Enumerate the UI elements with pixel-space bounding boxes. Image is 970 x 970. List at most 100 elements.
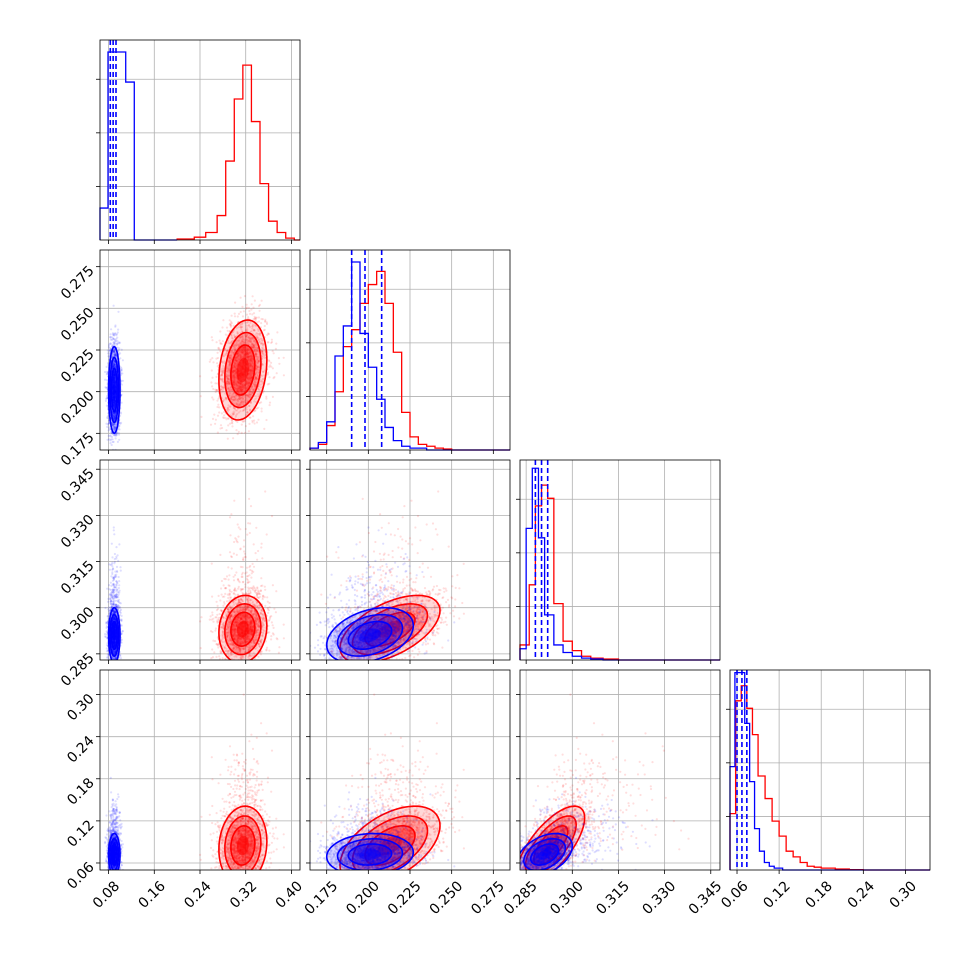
scatter-point xyxy=(233,369,236,372)
scatter-point xyxy=(245,381,248,384)
scatter-point xyxy=(250,357,253,360)
scatter-point xyxy=(228,422,232,425)
scatter-point xyxy=(252,388,255,391)
scatter-point xyxy=(245,397,248,400)
scatter-point xyxy=(262,352,265,355)
scatter-point xyxy=(232,375,235,378)
scatter-point xyxy=(228,319,231,322)
scatter-point xyxy=(255,377,258,380)
scatter-point xyxy=(240,349,243,352)
scatter-point xyxy=(256,334,259,337)
scatter-point xyxy=(236,387,239,390)
scatter-point xyxy=(118,347,121,350)
scatter-point xyxy=(227,342,230,345)
scatter-point xyxy=(115,343,118,346)
scatter-point xyxy=(104,370,107,374)
scatter-point xyxy=(237,389,241,393)
scatter-point xyxy=(249,358,253,362)
scatter-point xyxy=(220,373,223,377)
scatter-point xyxy=(246,341,249,344)
scatter-point xyxy=(242,310,245,313)
scatter-point xyxy=(224,396,228,399)
scatter-point xyxy=(236,362,239,365)
scatter-point xyxy=(256,332,259,335)
scatter-point xyxy=(257,418,260,421)
scatter-point xyxy=(238,397,241,400)
scatter-point xyxy=(250,355,253,358)
scatter-point xyxy=(227,377,230,381)
scatter-point xyxy=(243,352,246,356)
scatter-point xyxy=(265,397,268,400)
scatter-point xyxy=(257,316,260,319)
scatter-point xyxy=(251,336,254,339)
scatter-point xyxy=(252,344,256,347)
scatter-point xyxy=(261,557,264,560)
scatter-point xyxy=(241,352,244,355)
scatter-point xyxy=(246,355,249,358)
scatter-point xyxy=(246,579,249,582)
scatter-point xyxy=(270,621,273,624)
scatter-point xyxy=(116,440,119,443)
scatter-point xyxy=(252,346,255,349)
scatter-point xyxy=(239,410,242,413)
scatter-point xyxy=(244,346,247,349)
scatter-point xyxy=(236,388,239,391)
scatter-point xyxy=(241,346,244,349)
scatter-point xyxy=(252,343,255,346)
scatter-point xyxy=(255,353,258,356)
scatter-point xyxy=(249,376,252,379)
scatter-point xyxy=(214,616,217,619)
scatter-point xyxy=(263,596,266,599)
scatter-point xyxy=(237,398,240,401)
scatter-point xyxy=(245,382,248,385)
scatter-point xyxy=(252,328,255,332)
scatter-point xyxy=(228,363,231,367)
scatter-point xyxy=(241,351,244,354)
scatter-point xyxy=(244,353,247,356)
scatter-point xyxy=(240,323,243,326)
scatter-point xyxy=(243,295,246,298)
scatter-point xyxy=(245,307,248,310)
scatter-point xyxy=(235,343,238,346)
scatter-point xyxy=(226,417,229,420)
scatter-point xyxy=(225,381,229,384)
scatter-point xyxy=(261,374,264,377)
scatter-point xyxy=(243,386,246,390)
scatter-point xyxy=(237,389,240,392)
scatter-point xyxy=(251,342,254,346)
scatter-point xyxy=(240,326,243,329)
scatter-point xyxy=(240,385,243,389)
scatter-point xyxy=(244,396,247,399)
scatter-point xyxy=(233,408,236,411)
scatter-point xyxy=(239,382,242,385)
scatter-point xyxy=(253,348,256,352)
scatter-point xyxy=(250,308,253,311)
scatter-point xyxy=(215,667,217,669)
scatter-point xyxy=(109,333,112,336)
scatter-point xyxy=(233,369,236,372)
scatter-point xyxy=(248,377,252,380)
scatter-point xyxy=(233,364,236,367)
scatter-point xyxy=(233,379,236,382)
scatter-point xyxy=(251,295,254,298)
scatter-point xyxy=(256,357,259,360)
scatter-point xyxy=(234,357,237,360)
scatter-point xyxy=(245,335,248,338)
scatter-point xyxy=(244,341,247,344)
scatter-point xyxy=(229,355,233,358)
scatter-point xyxy=(235,368,238,371)
scatter-point xyxy=(231,374,234,377)
scatter-point xyxy=(244,347,247,350)
scatter-point xyxy=(249,355,252,358)
scatter-point xyxy=(264,319,267,323)
scatter-point xyxy=(237,391,240,394)
scatter-point xyxy=(249,363,253,366)
scatter-point xyxy=(248,360,251,363)
scatter-point xyxy=(256,370,259,373)
scatter-point xyxy=(239,350,242,353)
scatter-point xyxy=(245,313,249,316)
scatter-point xyxy=(237,386,240,390)
scatter-point xyxy=(231,662,233,664)
scatter-point xyxy=(230,320,233,323)
scatter-point xyxy=(273,607,276,610)
